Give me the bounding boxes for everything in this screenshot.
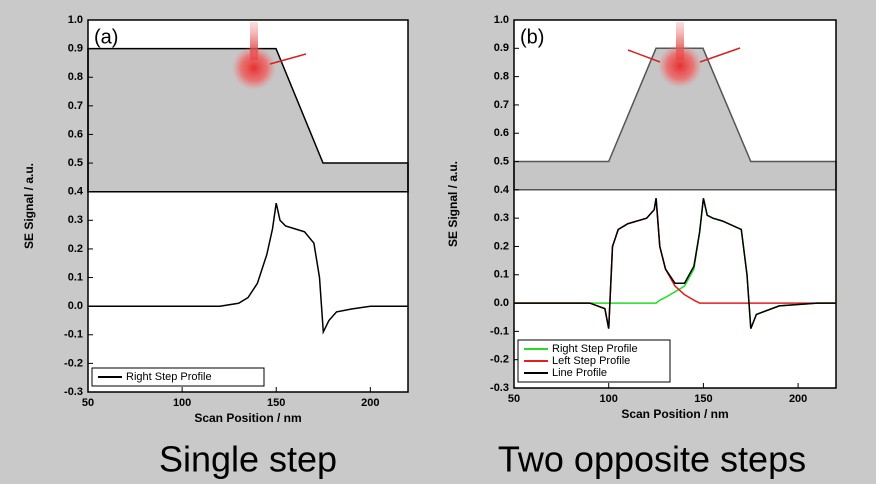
y-tick-label: 0.9 [494, 42, 509, 54]
x-tick-label: 200 [361, 397, 379, 409]
y-axis-label: SE Signal / a.u. [22, 163, 36, 249]
y-tick-label: 0.6 [68, 128, 83, 140]
x-axis-label: Scan Position / nm [194, 411, 301, 425]
x-tick-label: 50 [508, 393, 520, 405]
x-axis-label: Scan Position / nm [621, 407, 728, 421]
y-tick-label: -0.3 [490, 382, 509, 394]
y-tick-label: 0.8 [494, 71, 509, 83]
y-tick-label: -0.1 [64, 329, 83, 341]
panel-label: (b) [520, 26, 544, 48]
electron-beam [676, 22, 684, 60]
y-tick-label: 0.0 [494, 297, 509, 309]
legend-label: Left Step Profile [552, 355, 630, 367]
x-tick-label: 200 [789, 393, 807, 405]
data-line [88, 202, 408, 335]
y-tick-label: -0.2 [64, 357, 83, 369]
y-tick-label: -0.1 [490, 325, 509, 337]
y-tick-label: 0.3 [494, 212, 509, 224]
y-tick-label: 0.6 [494, 127, 509, 139]
emission-arrow [269, 53, 307, 65]
legend-label: Right Step Profile [126, 371, 212, 383]
y-tick-label: 0.2 [494, 240, 509, 252]
y-tick-label: -0.2 [490, 354, 509, 366]
beam-spot [232, 46, 276, 90]
y-tick-label: 1.0 [68, 14, 83, 26]
legend-box [91, 367, 265, 387]
axes-frame [513, 19, 837, 389]
caption: Single step [159, 439, 337, 480]
y-tick-label: 0.8 [68, 71, 83, 83]
data-line [514, 198, 836, 329]
electron-beam [250, 22, 258, 60]
panel-label: (a) [94, 26, 118, 48]
legend-label: Line Profile [552, 367, 607, 379]
beam-spot [658, 44, 702, 88]
y-tick-label: 0.7 [494, 99, 509, 111]
y-tick-label: 0.1 [494, 269, 509, 281]
y-tick-label: 0.0 [68, 300, 83, 312]
y-tick-label: 0.5 [494, 155, 509, 167]
y-tick-label: 1.0 [494, 14, 509, 26]
y-tick-label: 0.4 [68, 186, 84, 198]
y-tick-label: 0.3 [68, 214, 83, 226]
y-tick-label: 0.1 [68, 271, 83, 283]
emission-arrow [627, 49, 661, 63]
y-tick-label: 0.4 [494, 184, 510, 196]
x-tick-label: 150 [694, 393, 712, 405]
emission-arrow [699, 47, 741, 63]
y-tick-label: 0.5 [68, 157, 83, 169]
x-tick-label: 150 [267, 397, 285, 409]
y-tick-label: 0.2 [68, 243, 83, 255]
ridge-sample [513, 47, 837, 191]
caption: Two opposite steps [498, 439, 806, 480]
x-tick-label: 100 [600, 393, 618, 405]
y-tick-label: 0.9 [68, 43, 83, 55]
x-tick-label: 100 [173, 397, 191, 409]
y-axis-label: SE Signal / a.u. [446, 161, 460, 247]
axes-frame [87, 19, 409, 393]
y-tick-label: 0.7 [68, 100, 83, 112]
x-tick-label: 50 [82, 397, 94, 409]
legend-label: Right Step Profile [552, 343, 638, 355]
y-tick-label: -0.3 [64, 386, 83, 398]
